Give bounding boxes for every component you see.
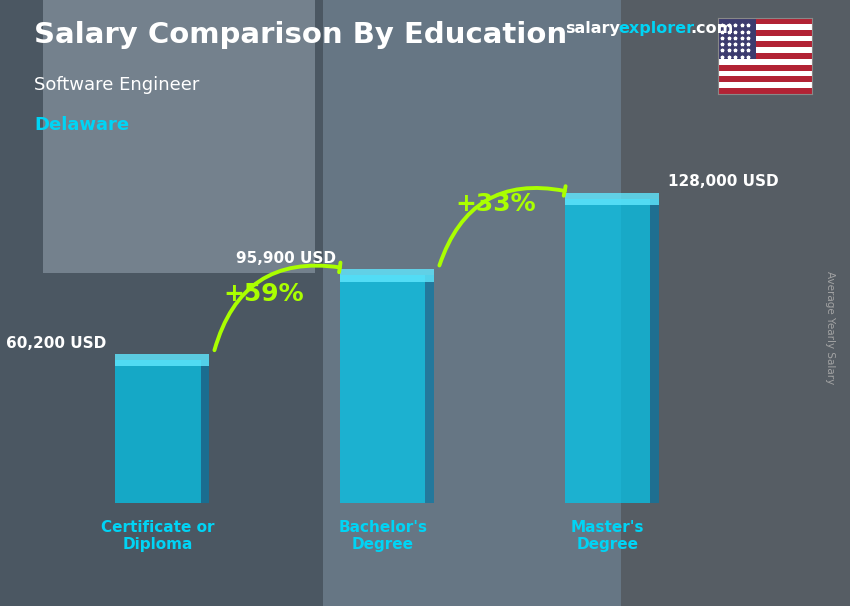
Text: Average Yearly Salary: Average Yearly Salary	[825, 271, 836, 384]
Bar	[718, 53, 812, 59]
Bar	[565, 193, 659, 205]
Bar	[718, 65, 812, 71]
Text: 60,200 USD: 60,200 USD	[6, 336, 106, 350]
Bar	[718, 41, 812, 47]
Text: salary: salary	[565, 21, 620, 36]
Text: .com: .com	[690, 21, 734, 36]
Bar	[42, 0, 314, 273]
Bar	[42, 0, 314, 273]
Bar	[718, 18, 812, 24]
Text: +33%: +33%	[455, 192, 536, 216]
Bar	[650, 199, 659, 503]
Bar	[323, 0, 620, 606]
Text: Salary Comparison By Education: Salary Comparison By Education	[34, 21, 567, 49]
Bar	[340, 275, 426, 503]
Bar	[426, 275, 434, 503]
Bar	[565, 199, 650, 503]
Bar	[620, 0, 850, 606]
Bar	[718, 30, 812, 36]
Text: 128,000 USD: 128,000 USD	[668, 175, 779, 190]
Bar	[718, 88, 812, 94]
Bar	[0, 0, 323, 606]
Text: Software Engineer: Software Engineer	[34, 76, 200, 94]
Bar	[340, 269, 434, 282]
Bar	[116, 354, 209, 367]
Text: explorer: explorer	[618, 21, 694, 36]
Text: +59%: +59%	[224, 282, 304, 305]
Bar	[116, 360, 201, 503]
Text: Delaware: Delaware	[34, 116, 129, 135]
Bar	[718, 18, 756, 59]
Bar	[718, 76, 812, 82]
Text: 95,900 USD: 95,900 USD	[235, 251, 336, 265]
Bar	[201, 360, 209, 503]
